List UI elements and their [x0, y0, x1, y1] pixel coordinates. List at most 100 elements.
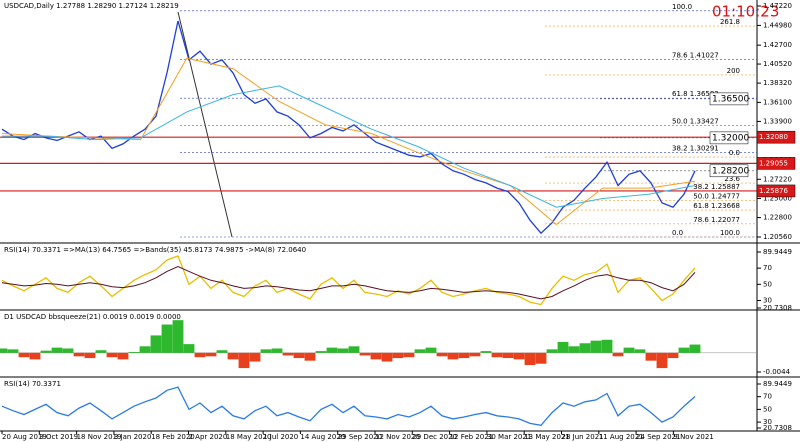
fib-orange-level-label: 50.0 1.24777 — [693, 192, 740, 200]
histogram-bar — [73, 352, 85, 357]
y-tick-label: 1.36100 — [763, 98, 792, 106]
x-tick-label: 13 May 2021 — [524, 433, 570, 441]
price-level-label: 1.32080 — [759, 133, 788, 141]
fib-blue-level-label: 38.2 1.30291 — [672, 145, 719, 153]
histogram-bar — [359, 352, 371, 356]
histogram-bar — [524, 352, 536, 366]
histogram-bar — [590, 340, 602, 353]
histogram-bar — [403, 352, 415, 358]
histogram-bar — [216, 350, 228, 353]
y-tick-label: 50 — [763, 280, 772, 288]
histogram-bar — [458, 352, 470, 359]
histogram-bar — [579, 343, 591, 353]
histogram-bar — [194, 352, 206, 358]
histogram-bar — [95, 350, 107, 353]
histogram-bar — [491, 352, 503, 358]
panel-title: RSI(14) 70.3371 — [4, 380, 61, 388]
ray-level-label: 1.32000 — [712, 133, 749, 143]
x-tick-label: 9 Nov 2021 — [673, 433, 713, 441]
price-level-box — [756, 184, 796, 198]
fib-blue-level-label: 50.0 1.33427 — [672, 118, 719, 126]
histogram-bar — [392, 352, 404, 359]
y-tick-label: 1.40520 — [763, 60, 792, 68]
y-tick-label: 50 — [763, 405, 772, 413]
series-line — [1, 386, 696, 427]
x-tick-label: 20 Aug 2019 — [2, 433, 47, 441]
histogram-bar — [568, 346, 580, 353]
fib-orange-level-label: 78.6 1.22077 — [693, 216, 740, 224]
x-tick-label: 1 Jul 2020 — [263, 433, 298, 441]
histogram-bar — [40, 350, 52, 353]
histogram-bar — [260, 349, 272, 353]
histogram-bar — [84, 352, 96, 359]
histogram-bar — [205, 352, 217, 357]
histogram-bar — [271, 348, 283, 353]
histogram-bar — [370, 352, 382, 360]
histogram-bar — [557, 341, 569, 353]
price-level-box — [756, 130, 796, 144]
histogram-bar — [425, 347, 437, 353]
y-tick-label: 1.22800 — [763, 214, 792, 222]
y-tick-label: 20.7308 — [763, 304, 792, 312]
x-tick-label: 12 Nov 2020 — [375, 433, 420, 441]
x-tick-label: 2 Apr 2020 — [189, 433, 228, 441]
fib-orange-level-label: 61.8 1.23668 — [693, 202, 740, 210]
fib-blue-level-label: 100.0 — [672, 3, 692, 11]
histogram-bar — [678, 347, 690, 353]
panel-title: RSI(14) 70.3371 =>MA(13) 64.7565 =>Bands… — [4, 246, 306, 254]
series-line — [1, 255, 696, 306]
histogram-bar — [513, 352, 525, 360]
series-line — [2, 85, 696, 208]
histogram-bar — [645, 352, 657, 361]
y-tick-label: 1.27220 — [763, 175, 792, 183]
ray-level-label: 1.36500 — [712, 94, 749, 104]
fib-blue-level-label: 61.8 1.36583 — [672, 90, 719, 98]
histogram-bar — [304, 352, 316, 361]
histogram-bar — [315, 351, 327, 353]
histogram-bar — [689, 344, 701, 353]
x-tick-label: 29 Dec 2020 — [412, 433, 457, 441]
histogram-bar — [337, 348, 349, 353]
histogram-bar — [601, 339, 613, 353]
histogram-bar — [546, 349, 558, 353]
x-tick-label: 24 Sep 2021 — [636, 433, 680, 441]
x-tick-label: 28 Jun 2021 — [562, 433, 604, 441]
y-tick-label: -0.0044 — [763, 368, 791, 376]
histogram-bar — [18, 352, 30, 358]
y-tick-label: 1.38320 — [763, 79, 792, 87]
ray-level-box — [709, 164, 749, 178]
x-tick-label: 14 Aug 2020 — [300, 433, 345, 441]
histogram-bar — [106, 352, 118, 358]
histogram-bar — [480, 351, 492, 353]
x-tick-label: 3 Oct 2019 — [39, 433, 78, 441]
histogram-bar — [381, 352, 393, 362]
x-tick-label: 18 Nov 2019 — [77, 433, 122, 441]
fib-orange-level-label: 38.2 1.25887 — [693, 183, 740, 191]
histogram-bar — [612, 352, 624, 357]
y-tick-label: 30 — [763, 418, 772, 426]
panel-title: D1 USDCAD bbsqueeze(21) 0.0019 0.0019 0.… — [4, 313, 181, 321]
histogram-bar — [447, 352, 459, 360]
histogram-bar — [139, 346, 151, 353]
histogram-bar — [238, 352, 250, 369]
histogram-bar — [414, 349, 426, 353]
ray-level-label: 1.28200 — [712, 166, 749, 176]
histogram-bar — [535, 352, 547, 364]
x-tick-label: 12 Feb 2021 — [450, 433, 494, 441]
histogram-bar — [29, 352, 41, 360]
histogram-bar — [172, 320, 184, 353]
y-tick-label: 1.42700 — [763, 41, 792, 49]
histogram-bar — [183, 344, 195, 353]
histogram-bar — [0, 348, 8, 353]
y-tick-label: 20.7308 — [763, 424, 792, 432]
histogram-bar — [502, 352, 514, 359]
fib-orange-level-label: 200 — [727, 67, 740, 75]
histogram-bar — [293, 352, 305, 359]
x-tick-label: 18 Feb 2020 — [151, 433, 195, 441]
histogram-bar — [326, 347, 338, 353]
x-tick-label: 11 Aug 2021 — [599, 433, 644, 441]
ray-level-box — [709, 92, 749, 106]
y-tick-label: 30 — [763, 297, 772, 305]
